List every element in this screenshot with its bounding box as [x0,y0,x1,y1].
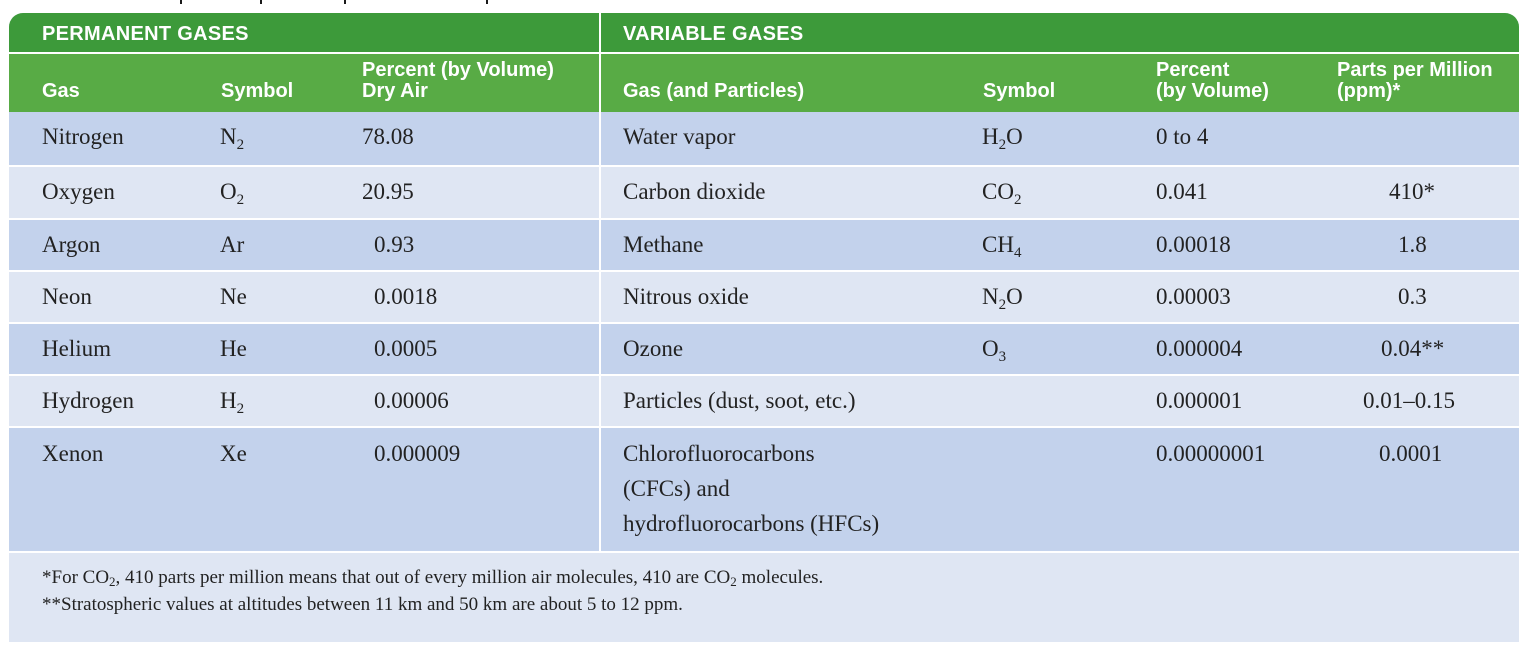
section-header-row [9,13,1519,53]
table-row-bg [9,219,1519,271]
cell-ppm: 0.01–0.15 [1363,388,1455,413]
cell-symbol: O2 [220,179,245,208]
cell-variable-percent: 0.00003 [1156,284,1231,309]
cell-variable-percent: 0.00000001 [1156,441,1266,466]
cell-percent: 0.0005 [374,336,438,361]
cell-percent: 0.93 [374,232,415,257]
header-gas-particles: Gas (and Particles) [623,80,805,102]
section-title-permanent: PERMANENT GASES [42,23,249,45]
row-divider [9,426,1519,428]
column-header-row [9,53,1519,112]
cell-gas: Neon [42,284,92,309]
table-row-bg [9,427,1519,552]
cell-variable-percent: 0.00018 [1156,232,1231,257]
cell-variable-gas: Methane [623,232,704,257]
atmosphere-composition-table: PERMANENT GASES VARIABLE GASES Gas Symbo… [9,13,1519,642]
footnote-area [9,552,1519,642]
cell-ppm: 1.8 [1398,232,1427,257]
cell-variable-percent: 0 to 4 [1156,124,1209,149]
section-title-variable: VARIABLE GASES [623,23,804,45]
cell-symbol: He [220,336,247,361]
cell-gas: Xenon [42,441,104,466]
cell-symbol: H2 [220,388,245,417]
clipped-heading-fragment [0,0,520,4]
cell-variable-gas: Chlorofluorocarbons (CFCs) and hydrofluo… [623,441,880,536]
cell-gas: Hydrogen [42,388,134,413]
section-divider [599,13,601,552]
row-divider [9,270,1519,272]
cell-variable-percent: 0.000001 [1156,388,1243,413]
cell-gas: Argon [42,232,101,257]
cell-variable-symbol: O3 [982,336,1007,365]
cell-variable-symbol: N2O [982,284,1023,313]
cell-gas: Helium [42,336,111,361]
cell-variable-percent: 0.041 [1156,179,1208,204]
cell-variable-gas: Water vapor [623,124,736,149]
cell-variable-symbol: CO2 [982,179,1022,208]
cell-symbol: Xe [220,441,247,466]
cell-symbol: Ar [220,232,245,257]
table-row-bg [9,323,1519,375]
cell-percent: 0.000009 [374,441,461,466]
cell-symbol: Ne [220,284,247,309]
cell-variable-symbol: H2O [982,124,1023,153]
cell-percent: 20.95 [362,179,414,204]
header-variable-percent: Percent (by Volume) [1156,59,1269,102]
cell-percent: 0.00006 [374,388,449,413]
cell-variable-gas: Particles (dust, soot, etc.) [623,388,856,413]
cell-variable-percent: 0.000004 [1156,336,1243,361]
table-row-bg [9,166,1519,219]
footnote-stratospheric: **Stratospheric values at altitudes betw… [42,594,683,615]
footnote-co2: *For CO2, 410 parts per million means th… [42,567,824,589]
header-symbol: Symbol [221,80,294,102]
row-divider [9,218,1519,220]
cell-percent: 78.08 [362,124,414,149]
cell-symbol: N2 [220,124,245,153]
cell-ppm: 0.3 [1398,284,1427,309]
table-row-bg [9,271,1519,323]
cell-ppm: 410* [1389,179,1435,204]
cell-percent: 0.0018 [374,284,438,309]
cell-variable-gas: Ozone [623,336,684,361]
header-gas: Gas [42,80,80,102]
cell-variable-gas: Nitrous oxide [623,284,749,309]
header-ppm: Parts per Million (ppm)* [1337,59,1493,102]
cell-variable-gas: Carbon dioxide [623,179,766,204]
header-percent: Percent (by Volume) Dry Air [362,59,554,102]
header-variable-symbol: Symbol [983,80,1056,102]
row-divider [9,374,1519,376]
cell-gas: Oxygen [42,179,115,204]
row-divider [9,52,1519,54]
cell-ppm: 0.0001 [1379,441,1443,466]
cell-gas: Nitrogen [42,124,124,149]
row-divider [9,551,1519,553]
row-divider [9,322,1519,324]
table-row-bg [9,112,1519,166]
cell-ppm: 0.04** [1381,336,1445,361]
row-divider [9,165,1519,167]
table-row-bg [9,375,1519,427]
cell-variable-symbol: CH4 [982,232,1022,261]
